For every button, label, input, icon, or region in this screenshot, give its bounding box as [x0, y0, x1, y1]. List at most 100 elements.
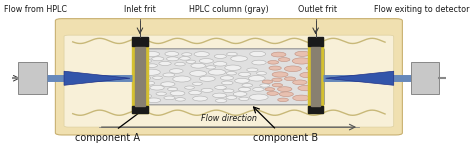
Circle shape: [163, 73, 174, 77]
Circle shape: [199, 59, 213, 63]
Circle shape: [238, 72, 251, 76]
Circle shape: [292, 58, 311, 64]
Circle shape: [300, 72, 316, 78]
Circle shape: [272, 78, 282, 81]
Circle shape: [189, 91, 201, 95]
Bar: [411, 62, 439, 94]
Circle shape: [206, 66, 216, 69]
Circle shape: [147, 98, 161, 103]
Circle shape: [138, 76, 151, 80]
Circle shape: [250, 51, 266, 57]
Bar: [132, 37, 148, 46]
Polygon shape: [326, 71, 394, 85]
Text: HPLC column (gray): HPLC column (gray): [189, 5, 269, 14]
Circle shape: [192, 96, 208, 101]
Circle shape: [208, 69, 226, 75]
Circle shape: [159, 61, 171, 66]
Circle shape: [165, 52, 179, 56]
Circle shape: [278, 87, 292, 91]
Circle shape: [248, 76, 265, 81]
Circle shape: [200, 76, 215, 81]
Circle shape: [309, 78, 319, 82]
Circle shape: [190, 71, 207, 76]
Circle shape: [252, 60, 266, 65]
Circle shape: [284, 66, 301, 71]
Circle shape: [221, 81, 233, 85]
Circle shape: [194, 52, 210, 57]
Circle shape: [269, 66, 281, 70]
Circle shape: [256, 72, 266, 75]
Circle shape: [242, 84, 253, 87]
Circle shape: [239, 97, 249, 100]
Circle shape: [170, 91, 185, 96]
Text: component A: component A: [75, 133, 140, 143]
Circle shape: [227, 52, 237, 56]
Circle shape: [213, 93, 227, 98]
Circle shape: [265, 88, 275, 91]
Circle shape: [214, 54, 227, 58]
Circle shape: [201, 88, 213, 92]
Circle shape: [175, 98, 185, 101]
FancyBboxPatch shape: [64, 35, 394, 127]
Bar: [308, 38, 323, 113]
Circle shape: [298, 85, 314, 91]
Circle shape: [293, 95, 310, 101]
Circle shape: [161, 82, 175, 87]
Circle shape: [268, 60, 279, 64]
Bar: [132, 38, 148, 113]
Bar: [311, 47, 320, 106]
Circle shape: [278, 98, 288, 102]
Circle shape: [174, 62, 185, 66]
Circle shape: [156, 92, 166, 95]
Circle shape: [225, 65, 241, 70]
Circle shape: [167, 87, 178, 91]
FancyBboxPatch shape: [134, 49, 324, 105]
Bar: [308, 37, 323, 46]
Circle shape: [186, 60, 196, 63]
Circle shape: [220, 76, 234, 80]
Circle shape: [295, 51, 310, 56]
Circle shape: [145, 51, 160, 57]
Circle shape: [238, 87, 251, 91]
Bar: [135, 47, 145, 106]
Circle shape: [226, 96, 237, 99]
Circle shape: [249, 94, 268, 100]
Text: Outlet frit: Outlet frit: [298, 5, 337, 14]
Circle shape: [279, 92, 293, 96]
Circle shape: [143, 81, 155, 85]
Circle shape: [284, 77, 296, 81]
Circle shape: [213, 62, 227, 66]
Circle shape: [153, 76, 163, 79]
Circle shape: [138, 88, 150, 91]
Circle shape: [164, 96, 175, 100]
Circle shape: [260, 84, 270, 87]
Bar: [308, 106, 323, 113]
Circle shape: [138, 94, 152, 98]
Circle shape: [271, 52, 286, 57]
Circle shape: [192, 82, 202, 85]
Circle shape: [247, 68, 258, 72]
Circle shape: [278, 58, 290, 61]
Circle shape: [166, 57, 179, 61]
Circle shape: [231, 56, 247, 61]
Circle shape: [308, 92, 318, 96]
Circle shape: [150, 85, 164, 90]
Circle shape: [272, 72, 288, 77]
Circle shape: [147, 64, 157, 67]
Text: Inlet frit: Inlet frit: [124, 5, 156, 14]
Circle shape: [262, 80, 273, 84]
Circle shape: [215, 86, 227, 89]
Circle shape: [292, 80, 307, 85]
Circle shape: [191, 63, 206, 68]
Circle shape: [272, 83, 283, 87]
Circle shape: [233, 92, 247, 96]
Circle shape: [267, 91, 279, 95]
Circle shape: [142, 69, 160, 75]
Circle shape: [306, 66, 319, 70]
Circle shape: [182, 53, 192, 56]
Circle shape: [180, 57, 190, 60]
Circle shape: [152, 57, 164, 61]
Circle shape: [184, 86, 194, 89]
Circle shape: [253, 87, 264, 91]
Text: Flow exiting to detector: Flow exiting to detector: [374, 5, 470, 14]
